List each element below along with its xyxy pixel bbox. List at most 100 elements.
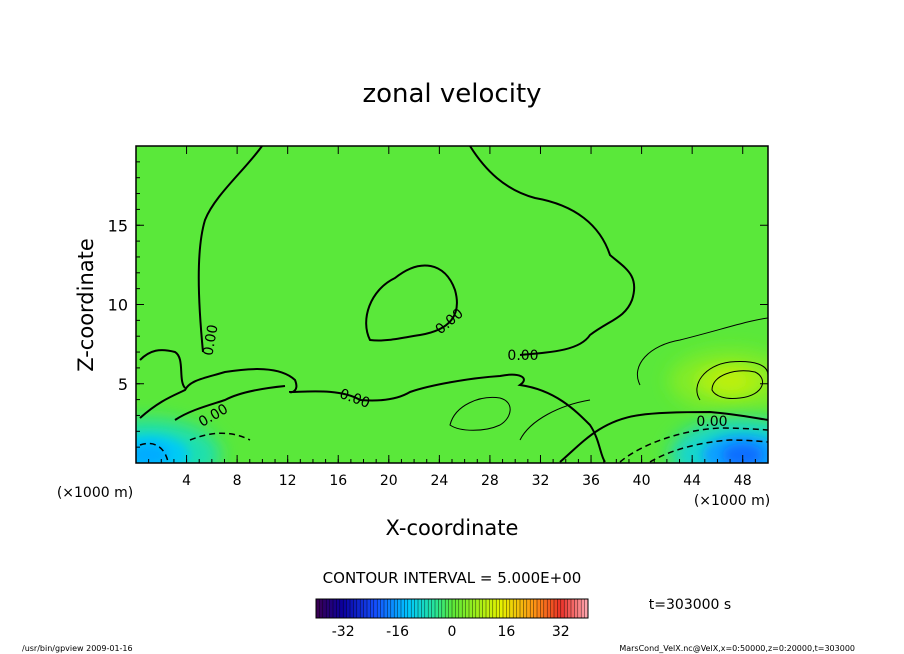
x-tick-label: 44 [683,473,701,489]
colorbar-cell [326,599,330,618]
colorbar-cell [472,599,477,618]
colorbar-cell [452,599,456,618]
colorbar-cell [486,599,490,618]
colorbar-cell [499,599,504,618]
colorbar-cell [571,599,575,618]
colorbar-cell [503,599,507,618]
contour-zero-right [559,410,768,463]
contour-positive-center [449,396,591,441]
y-axis: 5 10 15 [108,145,768,464]
colorbar-cell [322,599,327,618]
colorbar-cell [333,599,337,618]
colorbar-tick-label: -16 [386,624,409,640]
contour-zero-left [139,349,286,421]
colorbar-cell [540,599,545,618]
x-tick-label: 20 [380,473,398,489]
colorbar-cell [319,599,324,618]
x-tick-label: 8 [233,473,242,489]
x-tick-label: 48 [734,473,752,489]
colorbar-cell [407,599,412,618]
colorbar-cell [581,599,585,618]
colorbar-cell [530,599,534,618]
colorbar-cell [537,599,541,618]
colorbar [315,598,589,619]
x-tick-label: 32 [532,473,550,489]
contour-zero-lower [139,368,606,463]
colorbar-cell [360,599,364,618]
colorbar-cell [509,599,514,618]
x-tick-label: 24 [430,473,448,489]
colorbar-tick-label: 16 [497,624,515,640]
contour-label: 0.00 [507,348,538,364]
colorbar-cell [462,599,466,618]
colorbar-cell [520,599,524,618]
colorbar-cell [339,599,344,618]
colorbar-cell [418,599,422,618]
colorbar-cell [492,599,497,618]
footer-right: MarsCond_VelX.nc@VelX,x=0:50000,z=0:2000… [619,644,855,653]
colorbar-tick-label: 32 [552,624,570,640]
y-tick-label: 15 [108,216,128,235]
colorbar-cell [482,599,487,618]
plot-area: 0.000.000.000.000.00 0.00 [136,146,768,463]
colorbar-cell [475,599,480,618]
colorbar-cell [574,599,579,618]
contour-negative-left [139,432,251,463]
colorbar-cell [445,599,449,618]
colorbar-cell [397,599,402,618]
colorbar-frame [315,598,589,619]
colorbar-cell [380,599,385,618]
contour-zero-main [197,146,636,356]
colorbar-cell [370,599,375,618]
colorbar-cell [513,599,517,618]
colorbar-cell [577,599,582,618]
field-background [136,146,768,463]
colorbar-cell [458,599,463,618]
x-axis-unit: (×1000 m) [57,485,133,501]
colorbar-cell [564,599,568,618]
colorbar-cell [479,599,483,618]
x-tick-label: 28 [481,473,499,489]
colorbar-cell [411,599,415,618]
colorbar-cell [526,599,531,618]
colorbar-cell [373,599,378,618]
x-tick-label: 40 [633,473,651,489]
colorbar-cell [465,599,470,618]
colorbar-cell [441,599,446,618]
colorbar-cell [438,599,443,618]
colorbar-cell [428,599,432,618]
colorbar-cell [367,599,371,618]
colorbar-cell [353,599,358,618]
colorbar-cell [390,599,395,618]
colorbar-cell [455,599,460,618]
colorbar-cell [414,599,419,618]
colorbar-cell [350,599,354,618]
colorbar-cell [533,599,538,618]
colorbar-cell [554,599,558,618]
x-axis-label: X-coordinate [386,516,519,540]
contour-lines [139,146,768,463]
colorbar-cell [424,599,429,618]
x-tick-label: 36 [582,473,600,489]
colorbar-cell [356,599,361,618]
contour-interval: CONTOUR INTERVAL = 5.000E+00 [323,569,582,587]
colorbar-cell [489,599,494,618]
colorbar-cell [557,599,562,618]
contour-negative-right [619,427,768,463]
colorbar-cell [363,599,368,618]
colorbar-cell [506,599,511,618]
colorbar-cell [343,599,347,618]
y-tick-label: 5 [118,375,128,394]
y-tick-label: 10 [108,296,128,315]
colorbar-cell [448,599,453,618]
x-axis: 4 8 12 16 20 24 28 32 36 40 44 48 [135,146,769,489]
colorbar-cell [567,599,572,618]
time-label: t=303000 s [649,597,731,613]
colorbar-cell [584,599,589,618]
colorbar-cell [523,599,528,618]
x-tick-label: 16 [329,473,347,489]
colorbar-cell [384,599,388,618]
colorbar-cell [543,599,548,618]
colorbar-cell [377,599,381,618]
